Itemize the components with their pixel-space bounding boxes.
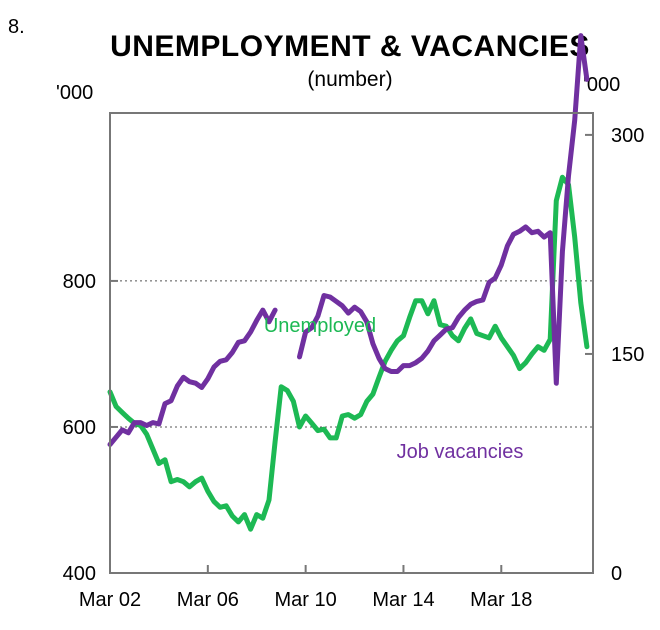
chart-title: UNEMPLOYMENT & VACANCIES — [110, 30, 590, 63]
unemployed-series-label: Unemployed — [264, 315, 376, 337]
gridlines — [110, 280, 593, 428]
x-axis-tick-label: Mar 02 — [79, 589, 141, 611]
plot-frame — [109, 112, 594, 574]
x-axis-tick-label: Mar 14 — [372, 589, 434, 611]
left-axis-unit: '000 — [56, 82, 94, 104]
left-axis-tick-label: 400 — [63, 563, 96, 585]
axis-ticks — [109, 133, 593, 574]
series-lines — [107, 33, 590, 532]
right-axis-unit: '000 — [583, 74, 621, 96]
axis-tick-labels: 400 600 800 0 150 300 Mar 02 Mar 06 Mar 10 Mar 14… — [63, 125, 645, 611]
x-axis-tick-label: Mar 06 — [177, 589, 239, 611]
right-axis-tick-label: 0 — [611, 563, 622, 585]
job-vacancies-line — [297, 33, 590, 386]
x-axis-tick-label: Mar 10 — [275, 589, 337, 611]
right-axis-tick-label: 150 — [611, 344, 644, 366]
job-vacancies-series-label: Job vacancies — [397, 441, 524, 463]
x-axis-tick-label: Mar 18 — [470, 589, 532, 611]
right-axis-tick-label: 300 — [611, 125, 644, 147]
left-axis-tick-label: 800 — [63, 271, 96, 293]
left-axis-tick-label: 600 — [63, 417, 96, 439]
unemployed-line — [107, 174, 590, 532]
figure-number: 8. — [8, 16, 25, 38]
job-vacancies-line — [107, 307, 278, 447]
series-labels: Unemployed Job vacancies — [264, 315, 524, 463]
chart-subtitle: (number) — [307, 68, 393, 91]
